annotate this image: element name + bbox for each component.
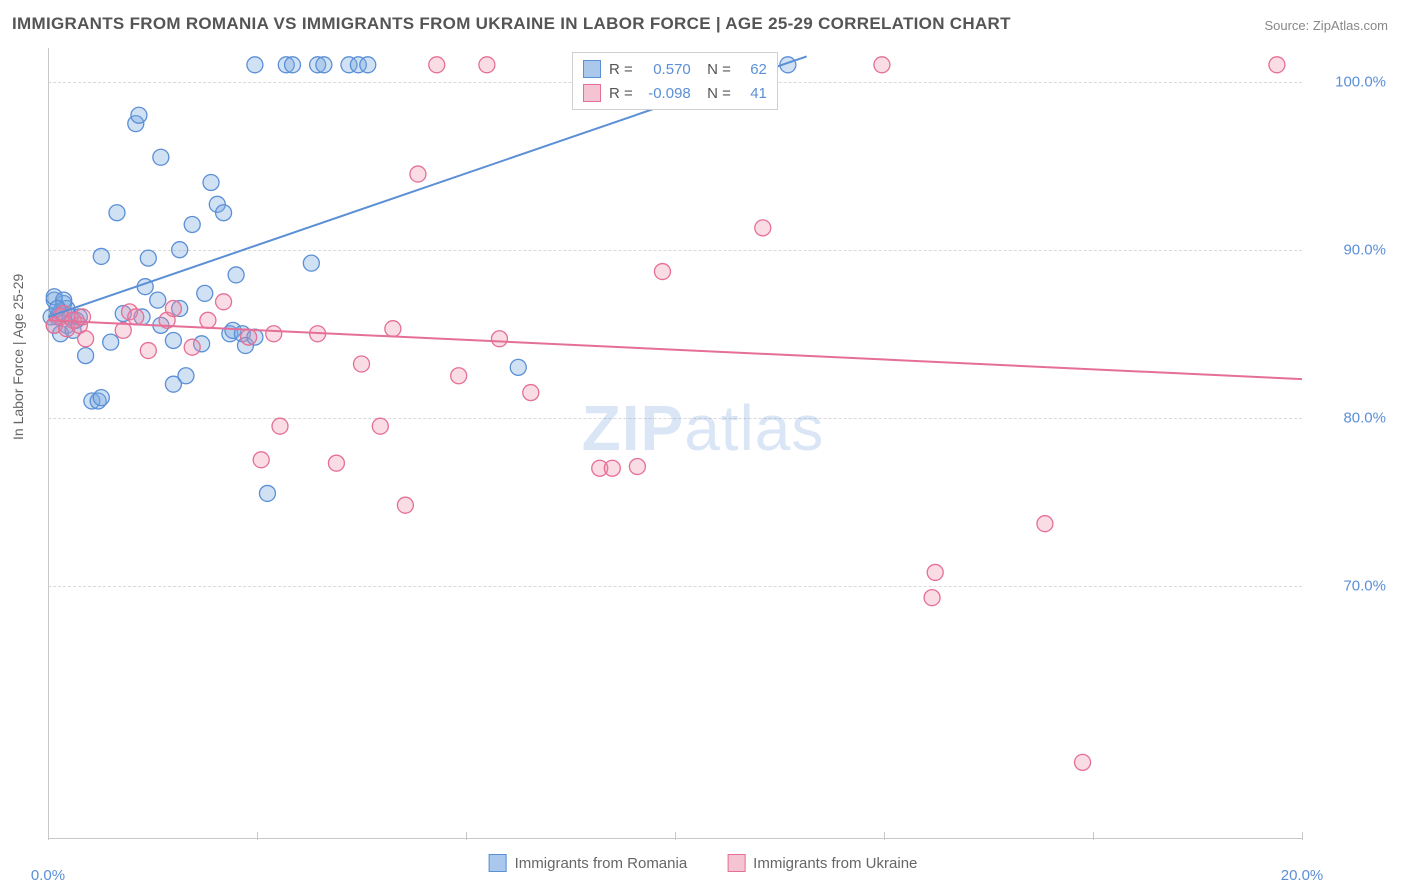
data-point [78,348,94,364]
data-point [410,166,426,182]
legend-item-ukraine: Immigrants from Ukraine [727,854,917,872]
scatter-plot-svg [48,48,1302,838]
data-point [451,368,467,384]
data-point [109,205,125,221]
data-point [755,220,771,236]
data-point [924,590,940,606]
data-point [927,564,943,580]
data-point [272,418,288,434]
label-n: N = [699,85,731,102]
data-point [285,57,301,73]
r-value-ukraine: -0.098 [641,85,691,102]
data-point [1075,754,1091,770]
n-value-romania: 62 [739,61,767,78]
y-axis-label: In Labor Force | Age 25-29 [10,274,26,440]
data-point [78,331,94,347]
data-point [360,57,376,73]
regression-line [48,320,1302,379]
data-point [429,57,445,73]
data-point [247,57,263,73]
data-point [241,329,257,345]
data-point [1269,57,1285,73]
data-point [228,267,244,283]
data-point [93,248,109,264]
data-point [303,255,319,271]
swatch-romania [583,60,601,78]
data-point [150,292,166,308]
legend-item-romania: Immigrants from Romania [489,854,688,872]
y-tick-label: 70.0% [1343,577,1386,594]
data-point [184,339,200,355]
label-r: R = [609,61,633,78]
data-point [328,455,344,471]
data-point [197,285,213,301]
data-point [654,264,670,280]
series-legend: Immigrants from Romania Immigrants from … [489,854,918,872]
legend-row-ukraine: R = -0.098 N = 41 [583,81,767,105]
data-point [372,418,388,434]
data-point [354,356,370,372]
data-point [216,205,232,221]
data-point [397,497,413,513]
y-tick-label: 100.0% [1335,73,1386,90]
data-point [385,321,401,337]
data-point [253,452,269,468]
data-point [523,385,539,401]
data-point [93,390,109,406]
swatch-ukraine [583,84,601,102]
chart-container: IMMIGRANTS FROM ROMANIA VS IMMIGRANTS FR… [0,0,1406,892]
r-value-romania: 0.570 [641,61,691,78]
swatch-romania [489,854,507,872]
legend-label-romania: Immigrants from Romania [515,855,688,872]
legend-label-ukraine: Immigrants from Ukraine [753,855,917,872]
legend-row-romania: R = 0.570 N = 62 [583,57,767,81]
source-attribution: Source: ZipAtlas.com [1264,18,1388,33]
y-tick-label: 90.0% [1343,241,1386,258]
data-point [316,57,332,73]
data-point [874,57,890,73]
y-tick-label: 80.0% [1343,409,1386,426]
data-point [604,460,620,476]
x-tick-label: 20.0% [1281,867,1324,884]
data-point [165,301,181,317]
label-n: N = [699,61,731,78]
data-point [491,331,507,347]
data-point [128,309,144,325]
data-point [266,326,282,342]
data-point [479,57,495,73]
x-tick-label: 0.0% [31,867,65,884]
data-point [178,368,194,384]
correlation-legend: R = 0.570 N = 62 R = -0.098 N = 41 [572,52,778,110]
data-point [629,459,645,475]
data-point [153,149,169,165]
data-point [172,242,188,258]
data-point [203,174,219,190]
data-point [184,216,200,232]
n-value-ukraine: 41 [739,85,767,102]
chart-title: IMMIGRANTS FROM ROMANIA VS IMMIGRANTS FR… [12,14,1011,34]
label-r: R = [609,85,633,102]
data-point [259,485,275,501]
data-point [140,343,156,359]
data-point [510,359,526,375]
data-point [140,250,156,266]
data-point [1037,516,1053,532]
data-point [103,334,119,350]
data-point [131,107,147,123]
data-point [200,312,216,328]
data-point [165,332,181,348]
data-point [216,294,232,310]
swatch-ukraine [727,854,745,872]
